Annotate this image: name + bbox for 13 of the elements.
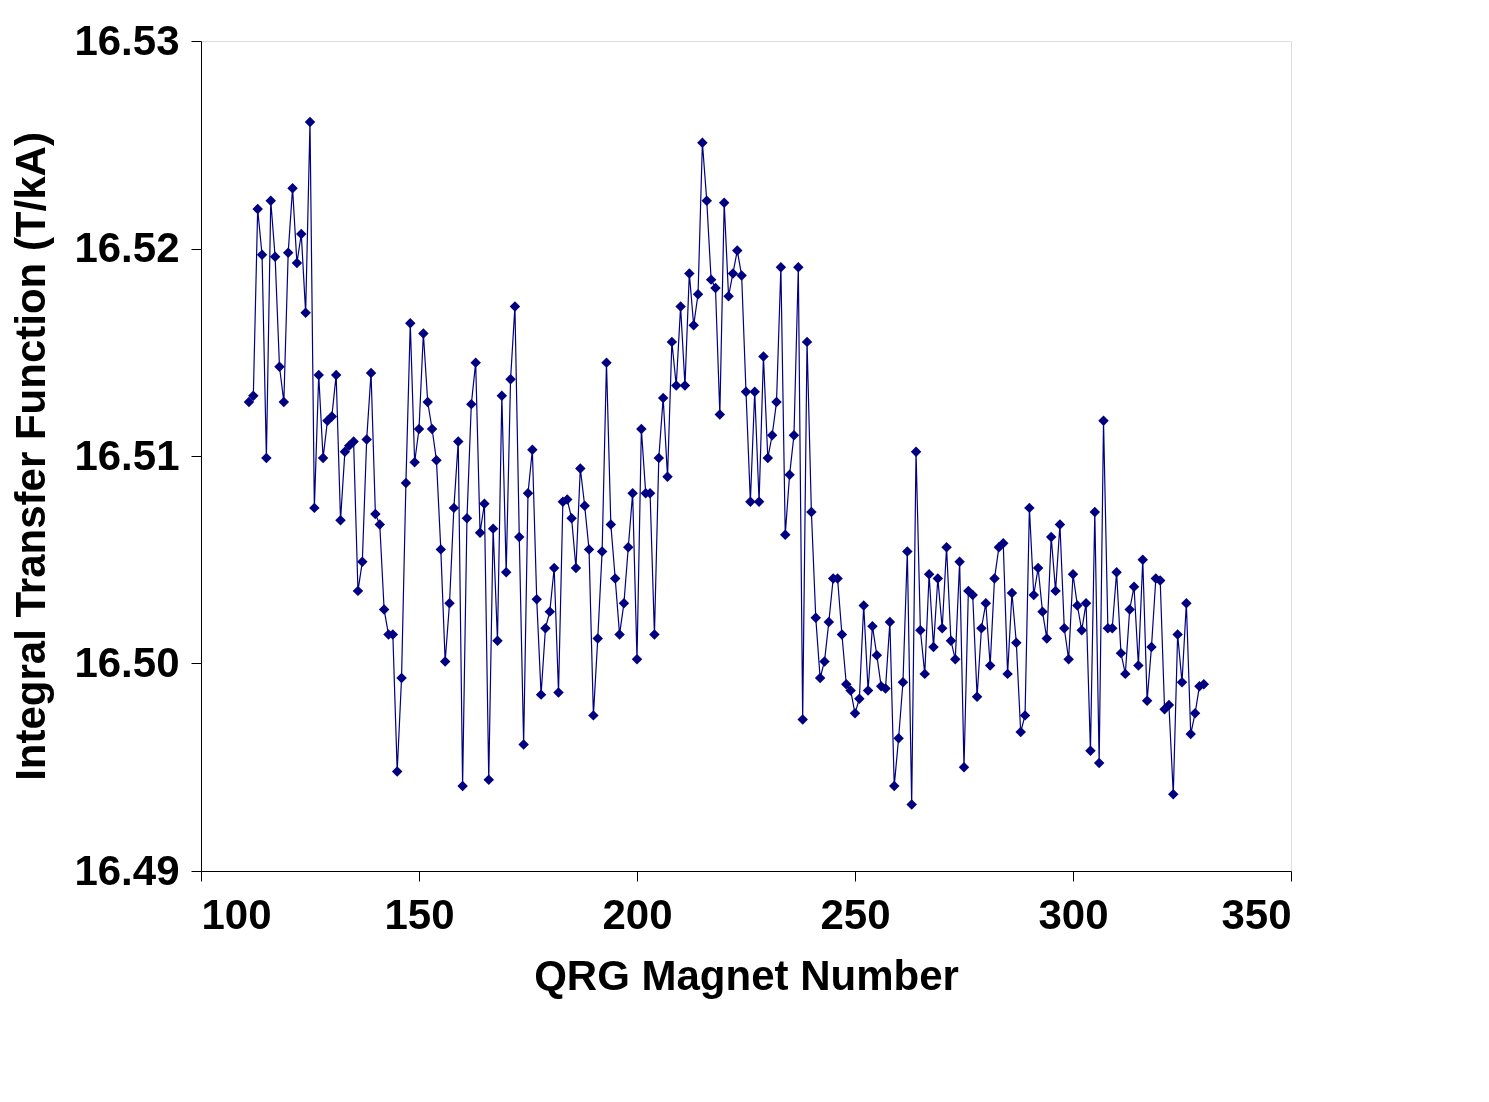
x-tick-label: 250: [820, 890, 891, 938]
x-tick-label: 100: [201, 890, 272, 938]
x-tick-label: 300: [1038, 890, 1109, 938]
y-tick-label: 16.52: [74, 224, 180, 271]
x-tick-label: 350: [1221, 890, 1292, 938]
x-tick-label: 150: [384, 890, 455, 938]
x-axis-title: QRG Magnet Number: [534, 951, 959, 999]
y-tick-label: 16.51: [74, 431, 180, 479]
y-tick-label: 16.53: [74, 16, 180, 64]
y-axis-title: Integral Transfer Function (T/kA): [7, 132, 55, 781]
x-tick-label: 200: [602, 890, 673, 938]
y-tick-label: 16.50: [74, 639, 180, 686]
y-tick-label: 16.49: [74, 846, 180, 894]
